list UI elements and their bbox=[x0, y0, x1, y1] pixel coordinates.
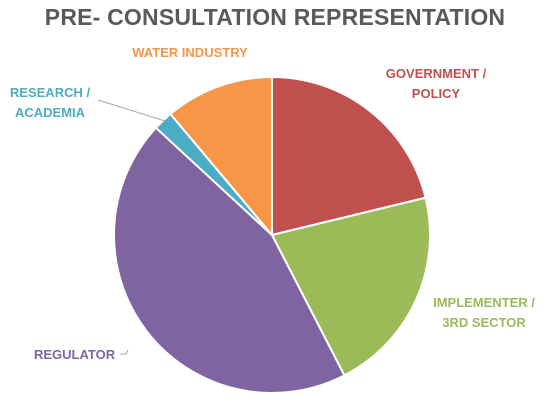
pie-slice-water-industry bbox=[169, 76, 273, 236]
data-label-government-policy: GOVERNMENT / POLICY bbox=[386, 66, 487, 101]
chart-title: PRE- CONSULTATION REPRESENTATION bbox=[44, 4, 506, 30]
pie-slice-regulator bbox=[113, 126, 346, 394]
data-label-regulator: REGULATOR bbox=[34, 347, 116, 362]
leader-line bbox=[97, 99, 166, 122]
data-label-water-industry: WATER INDUSTRY bbox=[132, 45, 248, 60]
data-label-research-academia: RESEARCH / ACADEMIA bbox=[10, 85, 91, 120]
pie-slice-government-policy bbox=[271, 76, 427, 236]
pie-slice-implementer-3rd-sector bbox=[271, 196, 431, 377]
data-label-implementer-3rd-sector: IMPLEMENTER /3RD SECTOR bbox=[433, 295, 535, 330]
leader-line bbox=[120, 349, 129, 355]
